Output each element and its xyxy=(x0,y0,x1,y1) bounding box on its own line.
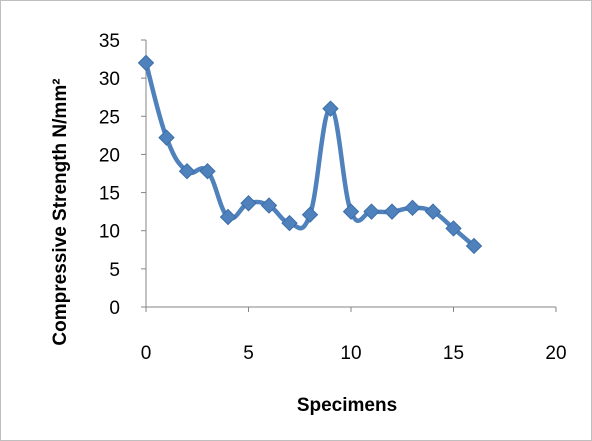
data-point xyxy=(322,100,339,117)
series-group xyxy=(137,54,483,255)
x-tick-label: 0 xyxy=(141,343,152,364)
y-tick-label: 30 xyxy=(99,69,120,90)
y-tick-label: 10 xyxy=(99,222,120,243)
y-tick-label: 35 xyxy=(99,31,120,52)
x-tick-label: 20 xyxy=(545,343,566,364)
tick-labels: 0 5 10 15 20 25 30 35 0 5 10 15 20 xyxy=(99,31,567,364)
data-point xyxy=(424,203,442,220)
y-tick-label: 20 xyxy=(99,145,120,166)
data-point xyxy=(240,195,257,212)
data-point xyxy=(219,208,237,226)
x-tick-label: 10 xyxy=(340,343,361,364)
data-point xyxy=(137,54,155,72)
axes xyxy=(141,39,557,312)
data-point xyxy=(260,197,278,214)
data-point xyxy=(363,203,380,220)
data-point xyxy=(445,220,462,237)
data-point xyxy=(342,203,360,220)
data-point xyxy=(158,129,175,146)
x-axis-title: Specimens xyxy=(297,395,397,416)
y-tick-label: 5 xyxy=(109,260,120,281)
data-point xyxy=(383,203,401,220)
data-point xyxy=(199,163,216,180)
x-tick-label: 15 xyxy=(443,343,464,364)
data-point xyxy=(301,206,319,223)
data-point xyxy=(281,214,298,232)
y-tick-label: 25 xyxy=(99,107,120,128)
y-axis-title: Compressive Strength N/mm² xyxy=(50,78,71,345)
y-tick-label: 0 xyxy=(109,298,120,319)
data-point xyxy=(404,199,421,217)
y-tick-label: 15 xyxy=(99,184,120,205)
x-tick-label: 5 xyxy=(243,343,254,364)
data-point xyxy=(178,163,196,180)
data-point xyxy=(465,237,483,255)
